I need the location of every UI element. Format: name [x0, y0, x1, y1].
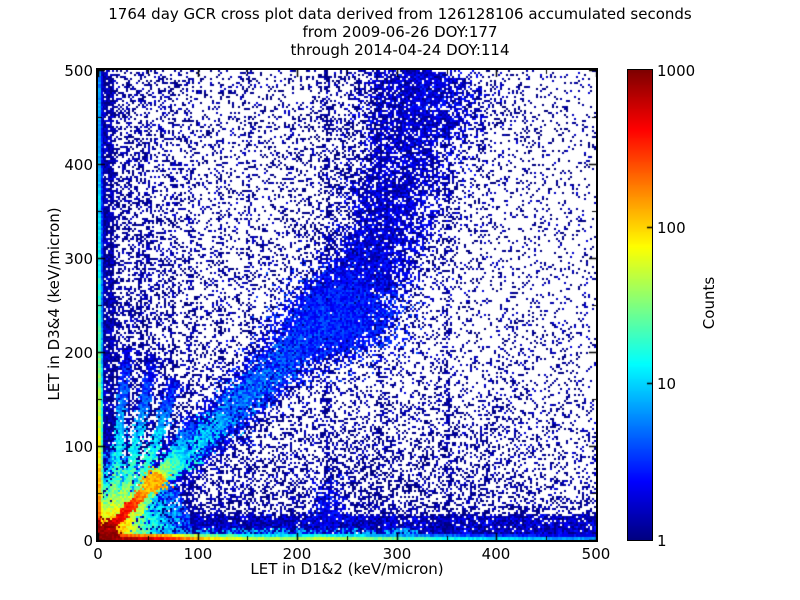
x-tick-label-500: 500: [581, 545, 611, 563]
x-tick-label-400: 400: [481, 545, 511, 563]
y-tick-label-200: 200: [64, 344, 93, 362]
y-axis-label: LET in D3&4 (keV/micron): [45, 207, 63, 401]
chart-title-line-2: from 2009-06-26 DOY:177: [302, 23, 498, 41]
colorbar-gradient-canvas: [628, 70, 652, 540]
colorbar-tick-label-10: 10: [657, 375, 677, 393]
colorbar-tick-label-1000: 1000: [657, 62, 696, 80]
scatter-density-canvas: [98, 70, 596, 540]
chart-title-line-1: 1764 day GCR cross plot data derived fro…: [108, 5, 692, 23]
colorbar-label: Counts: [700, 276, 718, 330]
y-tick-label-500: 500: [64, 62, 93, 80]
plot-frame: [96, 68, 598, 542]
y-tick-label-0: 0: [83, 532, 93, 550]
y-tick-label-100: 100: [64, 438, 93, 456]
x-tick-label-100: 100: [183, 545, 213, 563]
y-tick-label-300: 300: [64, 250, 93, 268]
colorbar-frame: [627, 69, 653, 541]
x-axis-label: LET in D1&2 (keV/micron): [250, 560, 444, 578]
x-tick-label-300: 300: [382, 545, 412, 563]
y-tick-label-400: 400: [64, 156, 93, 174]
colorbar-tick-label-1: 1: [657, 532, 667, 550]
x-tick-label-0: 0: [93, 545, 103, 563]
colorbar-tick-label-100: 100: [657, 219, 686, 237]
x-tick-label-200: 200: [282, 545, 312, 563]
chart-title-line-3: through 2014-04-24 DOY:114: [290, 41, 510, 59]
